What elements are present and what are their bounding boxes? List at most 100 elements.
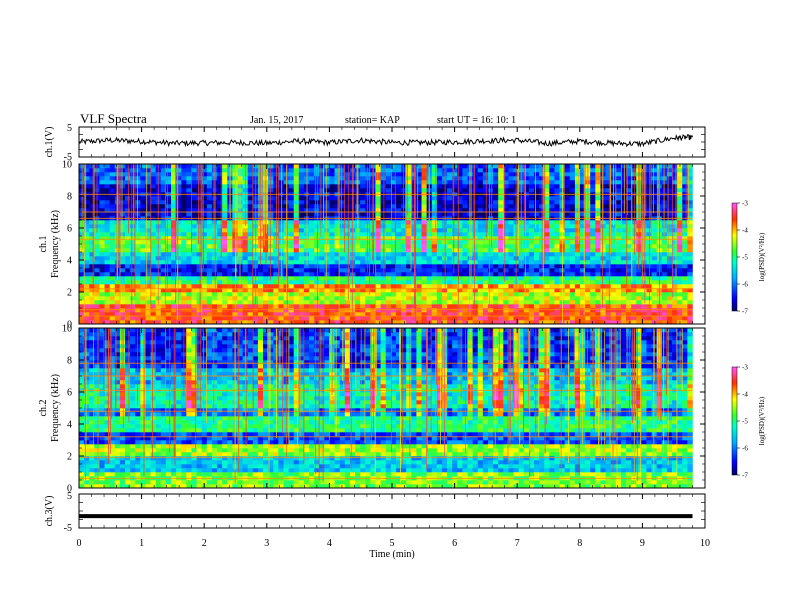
spectrogram-cell [263, 296, 269, 301]
spectrogram-cell [682, 212, 688, 217]
spectrogram-cell [201, 256, 208, 261]
spectrogram-cell [436, 208, 443, 213]
spectrogram-cell [222, 184, 228, 189]
spectrogram-cell [355, 312, 361, 317]
spectrogram-cell [641, 288, 647, 293]
spectrogram-cell [99, 288, 105, 293]
spectrogram-cell [493, 188, 499, 193]
spectrogram-cell [334, 272, 341, 277]
spectrogram-cell [595, 304, 601, 309]
spectrogram-cell [636, 268, 642, 273]
spectrogram-cell [682, 208, 688, 213]
spectrogram-cell [682, 276, 688, 281]
spectrogram-cell [401, 244, 407, 249]
spectrogram-cell [339, 172, 346, 177]
spectrogram-cell [416, 172, 422, 177]
spectrogram-cell [539, 312, 545, 317]
spectrogram-cell [503, 212, 509, 217]
spectrogram-cell [278, 268, 284, 273]
spectrogram-cell [329, 280, 335, 285]
spectrogram-cell [401, 300, 407, 305]
spectrogram-cell [401, 268, 407, 273]
spectrogram-cell [186, 220, 192, 225]
spectrogram-cell [165, 272, 172, 277]
spectrogram-cell [84, 220, 90, 225]
spectrogram-cell [344, 164, 351, 169]
spectrogram-cell [242, 304, 248, 309]
spectrogram-cell [528, 200, 535, 205]
spectrogram-cell [605, 292, 611, 297]
spectrogram-cell [196, 168, 202, 173]
spectrogram-cell [119, 172, 126, 177]
spectrogram-cell [661, 212, 668, 217]
spectrogram-cell [217, 276, 223, 281]
spectrogram-cell [682, 168, 688, 173]
spectrogram-cell [477, 312, 484, 317]
spectrogram-cell [217, 260, 223, 265]
spectrogram-cell [421, 256, 427, 261]
spectrogram-cell [288, 280, 295, 285]
spectrogram-cell [651, 188, 657, 193]
spectrogram-cell [447, 284, 453, 289]
spectrogram-cell [181, 260, 187, 265]
spectrogram-cell [334, 304, 341, 309]
spectrogram-cell [626, 320, 632, 325]
spectrogram-cell [462, 232, 468, 237]
spectrogram-cell [467, 272, 473, 277]
spectrogram-cell [165, 268, 172, 273]
spectrogram-cell [523, 260, 530, 265]
spectrogram-cell [569, 208, 576, 213]
spectrogram-cell [661, 248, 668, 253]
spectrogram-cell [314, 248, 320, 253]
spectrogram-cell [493, 292, 499, 297]
spectrogram-cell [677, 284, 683, 289]
spectrogram-cell [631, 188, 637, 193]
spectrogram-cell [263, 268, 269, 273]
spectrogram-cell [585, 288, 591, 293]
spectrogram-cell [263, 300, 269, 305]
spectrogram-cell [84, 188, 90, 193]
spectrogram-cell [222, 288, 228, 293]
spectrogram-cell [273, 276, 279, 281]
spectrogram-cell [416, 184, 422, 189]
spectrogram-cell [580, 164, 586, 169]
spectrogram-cell [447, 320, 453, 325]
spectrogram-cell [201, 272, 208, 277]
spectrogram-cell [544, 188, 550, 193]
spectrogram-cell [523, 220, 530, 225]
spectrogram-cell [334, 184, 341, 189]
spectrogram-cell [395, 320, 402, 325]
spectrogram-cell [222, 300, 228, 305]
spectrogram-cell [145, 228, 151, 233]
spectrogram-cell [682, 312, 688, 317]
spectrogram-cell [324, 276, 330, 281]
spectrogram-cell [503, 248, 509, 253]
spectrogram-cell [268, 232, 274, 237]
spectrogram-cell [257, 300, 264, 305]
spectrogram-cell [263, 280, 269, 285]
spectrogram-cell [365, 208, 371, 213]
spectrogram-cell [523, 236, 530, 241]
spectrogram-cell [406, 300, 412, 305]
spectrogram-cell [217, 240, 223, 245]
spectrogram-cell [375, 184, 381, 189]
spectrogram-cell [344, 176, 351, 181]
spectrogram-cell [682, 180, 688, 185]
spectrogram-cell [651, 280, 657, 285]
spectrogram-cell [288, 180, 295, 185]
spectrogram-cell [329, 272, 335, 277]
spectrogram-cell [493, 308, 499, 313]
spectrogram-cell [109, 256, 116, 261]
spectrogram-cell [109, 292, 116, 297]
spectrogram-cell [610, 268, 617, 273]
spectrogram-cell [268, 312, 274, 317]
spectrogram-cell [278, 252, 284, 257]
spectrogram-cell [564, 296, 571, 301]
spectrogram-cell [201, 296, 208, 301]
spectrogram-cell [380, 252, 387, 257]
spectrogram-cell [467, 168, 473, 173]
spectrogram-cell [615, 164, 622, 169]
spectrogram-cell [620, 256, 627, 261]
spectrogram-cell [176, 224, 182, 229]
spectrogram-cell [569, 288, 576, 293]
